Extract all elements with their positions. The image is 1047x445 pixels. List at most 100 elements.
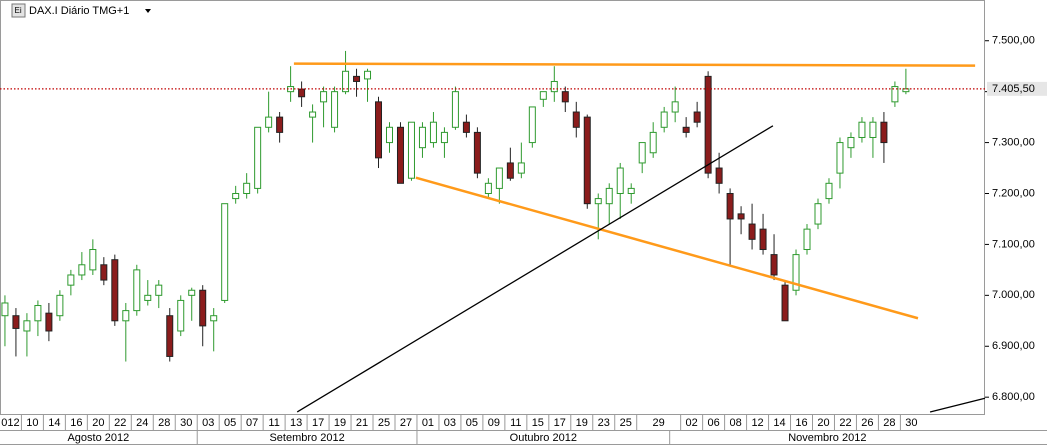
x-tick-label: 30 [180,417,192,429]
chart-icon[interactable] [11,3,26,18]
candle-body [221,203,229,301]
candle-body [605,187,613,205]
y-axis-area [985,0,1047,415]
x-tick-label: 01 [422,417,434,429]
x-tick-label: 012 [1,417,19,429]
x-tick-label: 19 [334,417,346,429]
x-tick-label: 11 [268,417,279,429]
candle-body [627,187,635,194]
candle-body [1,302,9,317]
dropdown-arrow[interactable] [145,9,151,13]
x-tick-label: 05 [224,417,236,429]
x-tick-label: 03 [444,417,456,429]
candle-body [309,111,317,118]
candle-body [254,126,262,189]
month-label: Agosto 2012 [67,432,129,444]
candle-body [232,192,240,200]
candle-body [484,182,492,194]
trendline [415,176,919,320]
candle-body [243,182,251,194]
x-tick-label: 21 [356,417,368,429]
candle-body [210,315,218,322]
y-tick-label: 6.800,00 [992,391,1035,403]
x-tick-label: 02 [686,417,698,429]
candle-body [616,167,624,194]
candle-body [34,305,42,322]
candle-body [45,312,53,332]
candle-body [649,131,657,154]
candle-body [726,192,734,220]
candle-body [177,299,185,332]
candle-body [342,70,350,93]
candle-body [671,101,679,113]
x-tick-label: 20 [817,417,829,429]
candle-body [396,126,404,184]
candle-body [429,121,437,144]
candle-body [737,213,745,220]
candle-body [781,284,789,322]
x-tick-label: 17 [554,417,566,429]
x-tick-label: 22 [114,417,126,429]
candle-body [188,289,196,296]
candle-body [869,121,877,138]
x-tick-label: 27 [400,417,412,429]
candle-body [265,116,273,128]
x-tick-label: 20 [92,417,104,429]
month-label: Setembro 2012 [269,432,344,444]
x-tick-label: 16 [795,417,807,429]
x-tick-label: 25 [620,417,632,429]
x-tick-label: 23 [598,417,610,429]
candle-body [451,91,459,128]
candle-body [56,294,64,317]
x-tick-label: 14 [773,417,785,429]
candle-body [331,91,339,128]
current-price-box [987,81,1047,96]
candle-body [166,315,174,357]
candle-body [715,167,723,184]
x-tick-label: 09 [488,417,500,429]
candle-body [23,320,31,332]
candle-body [550,80,558,93]
candle-body [12,315,20,329]
candle-body [133,269,141,312]
trendline [929,397,986,413]
candle-body [803,228,811,251]
candle-body [155,284,163,296]
x-tick-label: 17 [312,417,324,429]
candle-body [638,142,646,164]
x-tick-label: 30 [905,417,917,429]
candle-body [517,162,525,174]
month-label: Outubro 2012 [510,432,577,444]
x-tick-label: 29 [653,417,665,429]
candle-body [814,203,822,225]
candle-body [495,167,503,189]
header: Ei DAX.I Diário TMG+1 [11,3,151,18]
x-tick-label: 25 [378,417,390,429]
candle-body [704,75,712,174]
candle-body [902,88,910,93]
x-tick-label: 12 [751,417,763,429]
x-tick-label: 19 [576,417,588,429]
candle-body [407,121,415,179]
candle-body [144,294,152,301]
candle-body [748,223,756,240]
candle-body [375,101,383,159]
x-tick-label: 28 [883,417,895,429]
candle-body [847,136,855,149]
y-tick-label: 7.000,00 [992,289,1035,301]
candle-body [89,249,97,271]
candle-body [594,198,602,205]
x-tick-label: 07 [246,417,258,429]
plot-frame [0,0,985,415]
candle-body [682,126,690,133]
y-tick-label: 7.300,00 [992,136,1035,148]
candle-body [353,75,361,82]
candle-body [320,91,328,103]
candle-body [528,106,536,144]
candle-body [418,126,426,149]
trendline [293,62,976,67]
candle-body [792,254,800,291]
candle-body [100,264,108,281]
